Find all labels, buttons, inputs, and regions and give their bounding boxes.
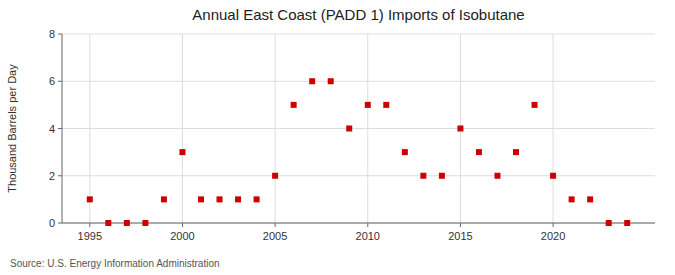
point bbox=[606, 220, 612, 226]
y-grid-line bbox=[62, 81, 655, 82]
y-grid-line bbox=[62, 34, 655, 35]
grid bbox=[62, 34, 655, 223]
y-tick-label: 8 bbox=[49, 28, 55, 40]
point bbox=[513, 149, 519, 155]
point bbox=[161, 196, 167, 202]
y-grid-line bbox=[62, 223, 655, 224]
x-tick-label: 2010 bbox=[356, 230, 380, 242]
point bbox=[476, 149, 482, 155]
source-note: Source: U.S. Energy Information Administ… bbox=[10, 258, 220, 269]
point bbox=[235, 196, 241, 202]
point bbox=[105, 220, 111, 226]
x-tick bbox=[89, 223, 90, 227]
point bbox=[550, 173, 556, 179]
x-grid-line bbox=[275, 34, 276, 223]
x-grid-line bbox=[553, 34, 554, 223]
y-tick bbox=[58, 128, 62, 129]
point bbox=[179, 149, 185, 155]
x-tick-label: 2015 bbox=[448, 230, 472, 242]
y-tick bbox=[58, 81, 62, 82]
x-tick-label: 2020 bbox=[541, 230, 565, 242]
point bbox=[291, 102, 297, 108]
x-tick-label: 1995 bbox=[78, 230, 102, 242]
point bbox=[439, 173, 445, 179]
title: Annual East Coast (PADD 1) Imports of Is… bbox=[192, 6, 524, 23]
y-grid-line bbox=[62, 128, 655, 129]
chart: 0 2 4 6 8 1995 2000 2005 2010 2015 2020 Annual East… bbox=[0, 0, 675, 275]
y-grid-line bbox=[62, 175, 655, 176]
y-tick bbox=[58, 175, 62, 176]
point bbox=[532, 102, 538, 108]
x-tick bbox=[367, 223, 368, 227]
point bbox=[494, 173, 500, 179]
y-tick bbox=[58, 223, 62, 224]
point bbox=[309, 78, 315, 84]
point bbox=[346, 126, 352, 132]
point bbox=[457, 126, 463, 132]
y-tick-label: 6 bbox=[49, 75, 55, 87]
point bbox=[217, 196, 223, 202]
point bbox=[420, 173, 426, 179]
y-tick-label: 0 bbox=[49, 217, 55, 229]
y-tick-label: 2 bbox=[49, 170, 55, 182]
x-grid-line bbox=[367, 34, 368, 223]
point bbox=[624, 220, 630, 226]
point bbox=[383, 102, 389, 108]
point bbox=[328, 78, 334, 84]
points bbox=[87, 78, 630, 226]
axes: 0 2 4 6 8 1995 2000 2005 2010 2015 2020 bbox=[49, 28, 655, 242]
x-tick-label: 2005 bbox=[263, 230, 287, 242]
x-grid-line bbox=[89, 34, 90, 223]
x-tick bbox=[275, 223, 276, 227]
x-tick bbox=[460, 223, 461, 227]
x-tick bbox=[553, 223, 554, 227]
point bbox=[124, 220, 130, 226]
point bbox=[87, 196, 93, 202]
x-tick bbox=[182, 223, 183, 227]
point bbox=[365, 102, 371, 108]
point bbox=[587, 196, 593, 202]
x-grid-line bbox=[182, 34, 183, 223]
y-axis-line bbox=[62, 34, 63, 223]
point bbox=[402, 149, 408, 155]
point bbox=[142, 220, 148, 226]
y-axis-label: Thousand Barrels per Day bbox=[6, 64, 18, 193]
y-tick-label: 4 bbox=[49, 123, 55, 135]
x-axis-line bbox=[62, 223, 655, 224]
y-tick bbox=[58, 34, 62, 35]
x-tick-label: 2000 bbox=[170, 230, 194, 242]
point bbox=[569, 196, 575, 202]
point bbox=[198, 196, 204, 202]
point bbox=[272, 173, 278, 179]
point bbox=[254, 196, 260, 202]
